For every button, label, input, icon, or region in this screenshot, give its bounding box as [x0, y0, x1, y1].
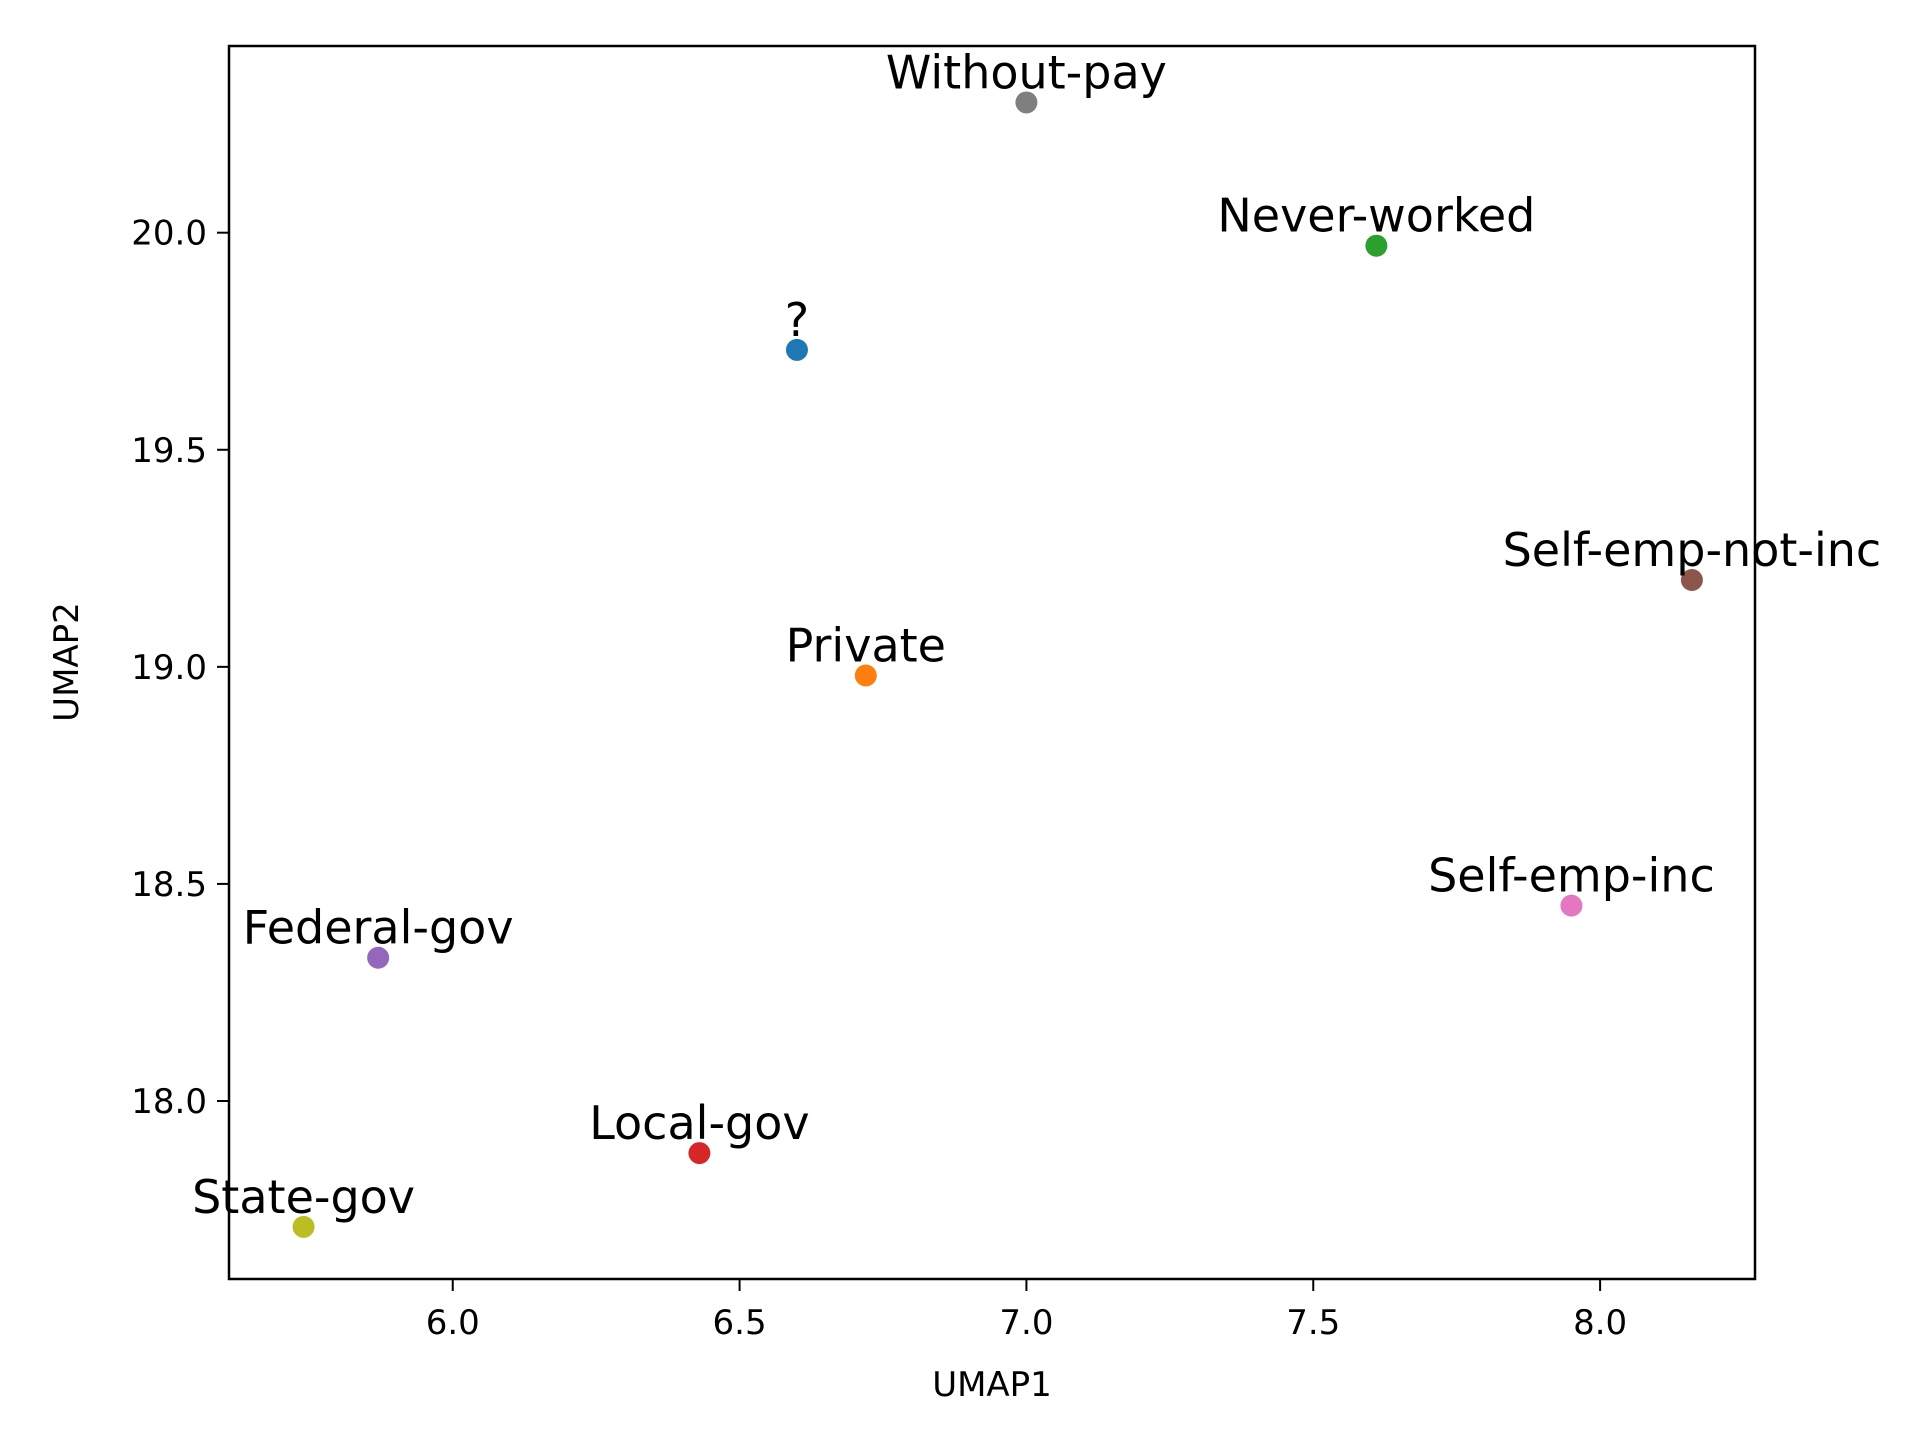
data-point — [854, 664, 877, 687]
data-point — [367, 946, 390, 969]
point-label: ? — [785, 293, 809, 347]
y-tick-label: 18.5 — [131, 865, 207, 905]
y-tick-label: 19.5 — [131, 431, 207, 471]
plot-frame — [227, 44, 1757, 1281]
point-label: State-gov — [192, 1170, 415, 1224]
x-tick-label: 6.5 — [713, 1303, 767, 1343]
y-axis-label: UMAP2 — [47, 602, 87, 722]
y-tick-label: 20.0 — [131, 214, 207, 254]
x-tick-label: 8.0 — [1573, 1303, 1627, 1343]
point-label: Without-pay — [886, 45, 1167, 99]
point-label: Self-emp-not-inc — [1503, 523, 1882, 577]
x-tick-label: 6.0 — [426, 1303, 480, 1343]
point-label: Never-worked — [1217, 189, 1535, 243]
data-point — [1365, 234, 1388, 257]
data-point — [292, 1215, 315, 1238]
data-point — [1015, 91, 1038, 114]
points-layer — [292, 91, 1703, 1238]
x-axis-label: UMAP1 — [932, 1365, 1052, 1405]
y-tick-label: 19.0 — [131, 648, 207, 688]
point-label: Self-emp-inc — [1428, 849, 1715, 903]
point-label: Local-gov — [589, 1096, 809, 1150]
ticks-layer: 6.0 6.5 7.0 7.5 8.0 18.0 18.5 19.0 19.5 20.0 — [131, 214, 1627, 1343]
point-labels-layer: ? Private Never-worked Local-gov Federal-gov… — [192, 45, 1881, 1223]
data-point — [1680, 569, 1703, 592]
x-tick-label: 7.0 — [999, 1303, 1053, 1343]
data-point — [1560, 894, 1583, 917]
data-point — [688, 1142, 711, 1165]
point-label: Federal-gov — [243, 901, 514, 955]
y-tick-label: 18.0 — [131, 1082, 207, 1122]
data-point — [785, 338, 808, 361]
point-label: Private — [786, 619, 946, 673]
x-tick-label: 7.5 — [1286, 1303, 1340, 1343]
